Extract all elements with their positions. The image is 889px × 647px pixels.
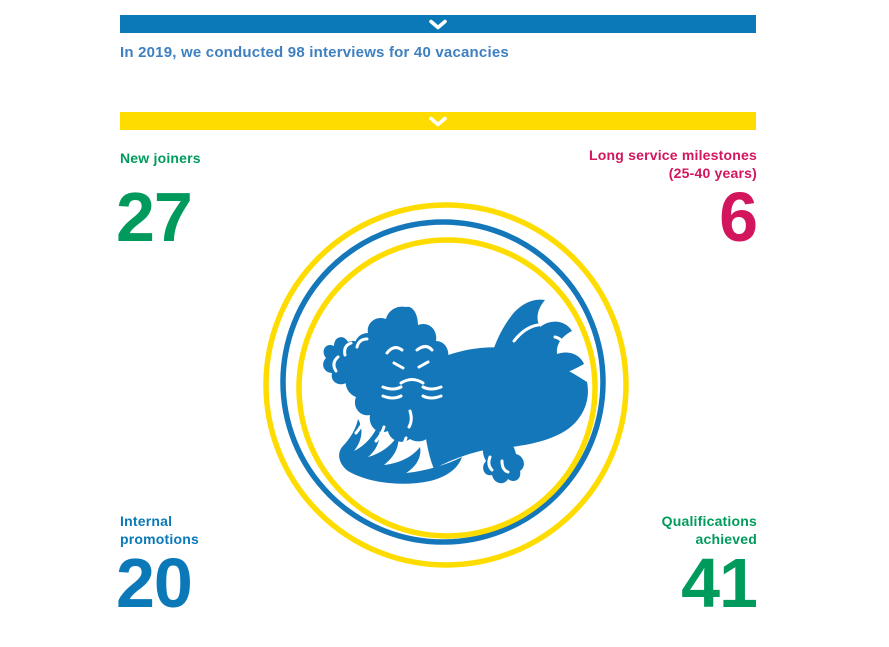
stat-value-new-joiners: 27 [116,178,193,256]
top-section-bar [120,15,756,33]
chevron-down-icon[interactable] [428,19,448,30]
stat-value-qualifications: 41 [681,544,758,622]
inner-yellow-ring [296,237,598,539]
stat-label-line1: Qualifications [661,513,757,529]
outer-yellow-ring [263,202,629,568]
lion-crest-icon [263,202,629,568]
stat-label-line1: Long service milestones [589,147,757,163]
blue-ring [280,219,606,545]
stat-value-long-service: 6 [719,178,758,256]
section-heading: In 2019, we conducted 98 interviews for … [120,44,509,61]
divider-bar [120,112,756,130]
stat-label-text: New joiners [120,150,201,166]
lion-detail-lines [332,323,567,474]
stat-label-line2: promotions [120,531,199,547]
stat-label-line1: Internal [120,513,173,529]
stat-label-internal-promotions: Internal promotions [120,512,199,548]
stat-value-internal-promotions: 20 [116,544,193,622]
stat-label-line2: achieved [695,531,757,547]
stat-label-new-joiners: New joiners [120,149,201,167]
stat-label-long-service: Long service milestones (25-40 years) [589,146,757,182]
stat-label-qualifications: Qualifications achieved [662,512,757,548]
lion-crest-emblem [250,195,640,585]
lion-body-group [323,299,588,484]
chevron-down-icon[interactable] [428,116,448,127]
stat-label-line2: (25-40 years) [668,165,757,181]
